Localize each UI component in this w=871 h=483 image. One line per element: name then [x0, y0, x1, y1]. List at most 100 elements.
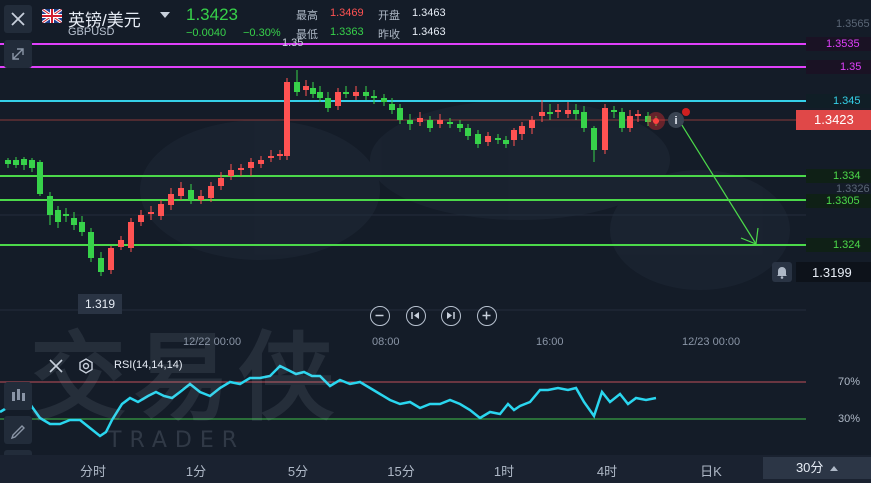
- candle-body: [258, 160, 264, 164]
- close-button[interactable]: [4, 5, 32, 33]
- high-value: 1.3469: [330, 7, 364, 19]
- expand-button[interactable]: [4, 40, 32, 68]
- candle-body: [317, 92, 323, 98]
- rsi-label: RSI(14,14,14): [114, 359, 183, 371]
- timeframe-1d[interactable]: 日K: [700, 464, 722, 479]
- candle-body: [371, 96, 377, 98]
- candle-body: [645, 116, 651, 122]
- candle-body: [539, 112, 545, 116]
- alert-button[interactable]: [772, 262, 792, 282]
- timeframe-bar: [0, 455, 871, 483]
- candle-body: [168, 194, 174, 205]
- candle-body: [397, 108, 403, 120]
- candle-body: [63, 214, 69, 216]
- level-label-1345[interactable]: 1.345: [806, 94, 871, 108]
- candle-body: [335, 92, 341, 106]
- level-label-13535[interactable]: 1.3535: [806, 37, 871, 51]
- candle-body: [5, 160, 11, 164]
- candle-body: [55, 210, 61, 222]
- info-icon[interactable]: [668, 112, 684, 128]
- candle-body: [198, 196, 204, 200]
- time-label-2: 08:00: [372, 336, 400, 348]
- candle-body: [158, 204, 164, 216]
- level-label-135[interactable]: 1.35: [806, 60, 871, 74]
- candle-body: [407, 120, 413, 124]
- candle-body: [485, 136, 491, 142]
- timeframe-15m[interactable]: 15分: [387, 464, 415, 479]
- candle-body: [248, 162, 254, 168]
- level-text: 1.334: [833, 170, 861, 182]
- candle-body: [465, 128, 471, 136]
- level-text: 1.3305: [826, 195, 860, 207]
- timeframe-4h[interactable]: 4时: [596, 464, 618, 479]
- watermark-cn: 交易侠: [30, 322, 342, 434]
- indicator-tool-button[interactable]: [4, 382, 32, 410]
- low-label: 最低: [296, 29, 318, 41]
- zoom-out-button[interactable]: [370, 306, 390, 326]
- candle-body: [475, 134, 481, 144]
- candle-body: [353, 92, 359, 96]
- candle-body: [148, 212, 154, 214]
- zoom-in-button[interactable]: [477, 306, 497, 326]
- candle-body: [284, 82, 290, 156]
- header: 英镑/美元 GBPUSD 1.3423 −0.0040 −0.30% 最高 1.…: [0, 0, 871, 41]
- chevron-down-icon[interactable]: [160, 12, 170, 18]
- jump-end-button[interactable]: [441, 306, 461, 326]
- alert-price-text: 1.3199: [812, 265, 852, 280]
- candle-body: [21, 159, 27, 165]
- rsi-upper-label: 70%: [838, 376, 861, 388]
- level-label-1334[interactable]: 1.334: [806, 169, 871, 183]
- indicator-settings-button[interactable]: [76, 356, 96, 376]
- level-text: 1.3535: [826, 38, 860, 50]
- time-label-4: 12/23 00:00: [682, 336, 741, 348]
- candle-body: [627, 116, 633, 128]
- candle-body: [519, 126, 525, 134]
- candle-body: [303, 86, 309, 90]
- candle-body: [208, 186, 214, 198]
- time-label-1: 12/22 00:00: [183, 336, 242, 348]
- close-indicator-button[interactable]: [46, 356, 66, 376]
- low-annotation: 1.319: [78, 294, 123, 314]
- candle-body: [389, 104, 395, 110]
- level-label-13305[interactable]: 1.3305: [806, 194, 871, 208]
- prev-close-value: 1.3463: [412, 26, 446, 38]
- candle-body: [573, 110, 579, 114]
- candle-body: [29, 160, 35, 168]
- instrument-title[interactable]: 英镑/美元: [68, 11, 141, 30]
- rsi-lower-label: 30%: [838, 413, 861, 425]
- level-text: 1.35: [840, 61, 862, 73]
- level-label-1324[interactable]: 1.324: [806, 238, 871, 252]
- open-value: 1.3463: [412, 7, 446, 19]
- candle-body: [310, 88, 316, 94]
- candle-body: [602, 108, 608, 150]
- last-price-dot: [653, 118, 659, 124]
- candle-body: [79, 222, 85, 232]
- candle-body: [363, 92, 369, 96]
- pencil-icon: [10, 425, 25, 440]
- skip-forward-icon: [447, 312, 455, 319]
- candle-body: [555, 110, 561, 112]
- skip-back-icon: [411, 312, 419, 319]
- timeframe-1h[interactable]: 1时: [493, 464, 515, 479]
- level-text: 1.345: [833, 95, 861, 107]
- candle-body: [619, 112, 625, 128]
- current-price-tag-text: 1.3423: [814, 112, 854, 127]
- candle-body: [188, 190, 194, 200]
- candle-body: [457, 124, 463, 128]
- candle-body: [37, 162, 43, 194]
- candle-body: [228, 170, 234, 176]
- timeframe-30m-dropdown[interactable]: 30分: [763, 457, 871, 479]
- draw-tool-button[interactable]: [4, 416, 32, 444]
- instrument-symbol: GBPUSD: [68, 26, 115, 38]
- candle-body: [529, 120, 535, 128]
- timeframe-1m[interactable]: 1分: [185, 464, 207, 479]
- candle-body: [503, 140, 509, 144]
- timeframe-5m[interactable]: 5分: [287, 464, 309, 479]
- candles-icon: [12, 389, 25, 401]
- timeframe-tick[interactable]: 分时: [79, 464, 106, 479]
- jump-start-button[interactable]: [406, 306, 426, 326]
- minus-icon: [375, 314, 384, 317]
- timeframe-30m-label: 30分: [795, 460, 824, 475]
- alert-price-tag[interactable]: 1.3199: [796, 262, 871, 282]
